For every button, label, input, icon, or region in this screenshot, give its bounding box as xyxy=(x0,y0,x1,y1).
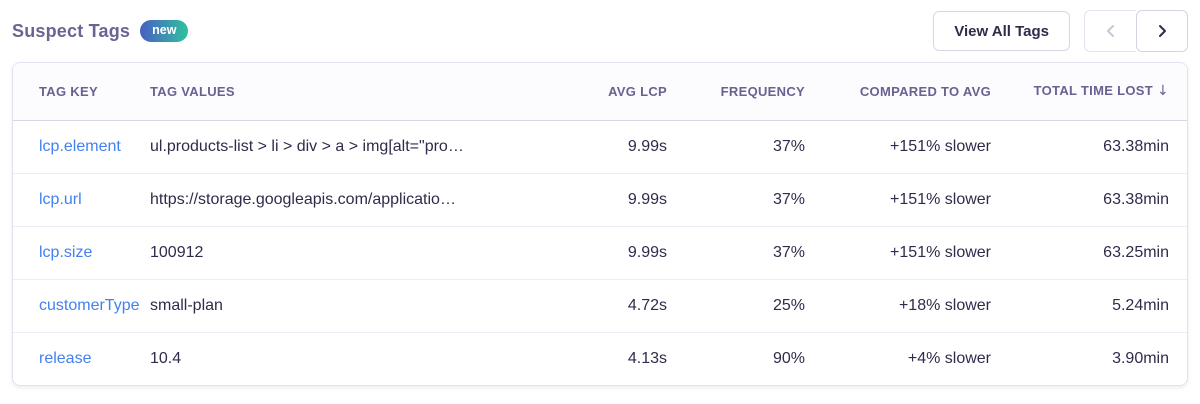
col-header-avg-lcp[interactable]: AVG LCP xyxy=(555,63,667,121)
prev-page-button[interactable] xyxy=(1084,10,1136,52)
tag-key-link[interactable]: lcp.element xyxy=(39,137,121,155)
table-header-row: TAG KEY TAG VALUES AVG LCP FREQUENCY COM… xyxy=(13,63,1187,121)
table-row: customerType small-plan 4.72s 25% +18% s… xyxy=(13,279,1187,333)
widget-header: Suspect Tags new View All Tags xyxy=(12,0,1188,62)
frequency-cell: 37% xyxy=(667,120,805,174)
tag-key-cell: lcp.element xyxy=(13,120,150,174)
frequency-cell: 37% xyxy=(667,173,805,227)
col-header-tag-values[interactable]: TAG VALUES xyxy=(150,63,555,121)
tag-key-link[interactable]: lcp.url xyxy=(39,190,82,208)
table-row: release 10.4 4.13s 90% +4% slower 3.90mi… xyxy=(13,332,1187,385)
col-header-compared-to-avg[interactable]: COMPARED TO AVG xyxy=(805,63,991,121)
sort-descending-icon: ↓ xyxy=(1156,83,1169,100)
tag-key-cell: customerType xyxy=(13,279,150,333)
pagination-group xyxy=(1084,10,1188,52)
compared-to-avg-cell: +151% slower xyxy=(805,120,991,174)
compared-to-avg-cell: +151% slower xyxy=(805,173,991,227)
compared-to-avg-cell: +151% slower xyxy=(805,226,991,280)
total-time-lost-cell: 3.90min xyxy=(1112,349,1169,367)
table-row: lcp.element ul.products-list > li > div … xyxy=(13,120,1187,174)
total-time-lost-cell: 5.24min xyxy=(991,279,1187,333)
col-header-frequency[interactable]: FREQUENCY xyxy=(667,63,805,121)
avg-lcp-cell: 4.72s xyxy=(555,279,667,333)
tag-key-link[interactable]: customerType xyxy=(39,296,140,314)
avg-lcp-cell: 4.13s xyxy=(627,349,667,367)
tag-values-cell: 100912 xyxy=(150,226,555,280)
frequency-cell: 90% xyxy=(772,349,805,367)
table-row: lcp.size 100912 9.99s 37% +151% slower 6… xyxy=(13,226,1187,280)
compared-to-avg-cell: +18% slower xyxy=(805,279,991,333)
total-time-lost-cell: 63.38min xyxy=(991,173,1187,227)
avg-lcp-cell: 9.99s xyxy=(555,120,667,174)
header-actions: View All Tags xyxy=(933,10,1188,52)
chevron-left-icon xyxy=(1106,25,1114,37)
total-time-lost-cell: 63.38min xyxy=(991,120,1187,174)
chevron-right-icon xyxy=(1159,25,1166,37)
title-group: Suspect Tags new xyxy=(12,20,189,42)
compared-to-avg-cell: +4% slower xyxy=(907,349,991,367)
tag-values-cell: 10.4 xyxy=(150,349,182,367)
tag-values-cell: https://storage.googleapis.com/applicati… xyxy=(150,173,555,227)
tag-key-cell: lcp.size xyxy=(13,226,150,280)
tag-values-cell: small-plan xyxy=(150,279,555,333)
avg-lcp-cell: 9.99s xyxy=(555,226,667,280)
table-row: lcp.url https://storage.googleapis.com/a… xyxy=(13,173,1187,227)
col-header-total-time-lost-label: TOTAL TIME LOST xyxy=(1033,83,1153,99)
suspect-tags-table: TAG KEY TAG VALUES AVG LCP FREQUENCY COM… xyxy=(12,62,1188,386)
view-all-tags-button[interactable]: View All Tags xyxy=(933,11,1070,51)
next-page-button[interactable] xyxy=(1136,10,1188,52)
page-title: Suspect Tags xyxy=(12,20,131,41)
col-header-tag-key[interactable]: TAG KEY xyxy=(13,63,150,121)
new-badge: new xyxy=(140,20,189,42)
avg-lcp-cell: 9.99s xyxy=(555,173,667,227)
tag-values-cell: ul.products-list > li > div > a > img[al… xyxy=(150,120,555,174)
frequency-cell: 37% xyxy=(667,226,805,280)
tag-key-cell: release xyxy=(13,332,150,385)
frequency-cell: 25% xyxy=(667,279,805,333)
col-header-total-time-lost[interactable]: TOTAL TIME LOST ↓ xyxy=(991,63,1187,121)
total-time-lost-cell: 63.25min xyxy=(991,226,1187,280)
tag-key-link[interactable]: release xyxy=(39,349,92,367)
tag-key-cell: lcp.url xyxy=(13,173,150,227)
tag-key-link[interactable]: lcp.size xyxy=(39,243,93,261)
